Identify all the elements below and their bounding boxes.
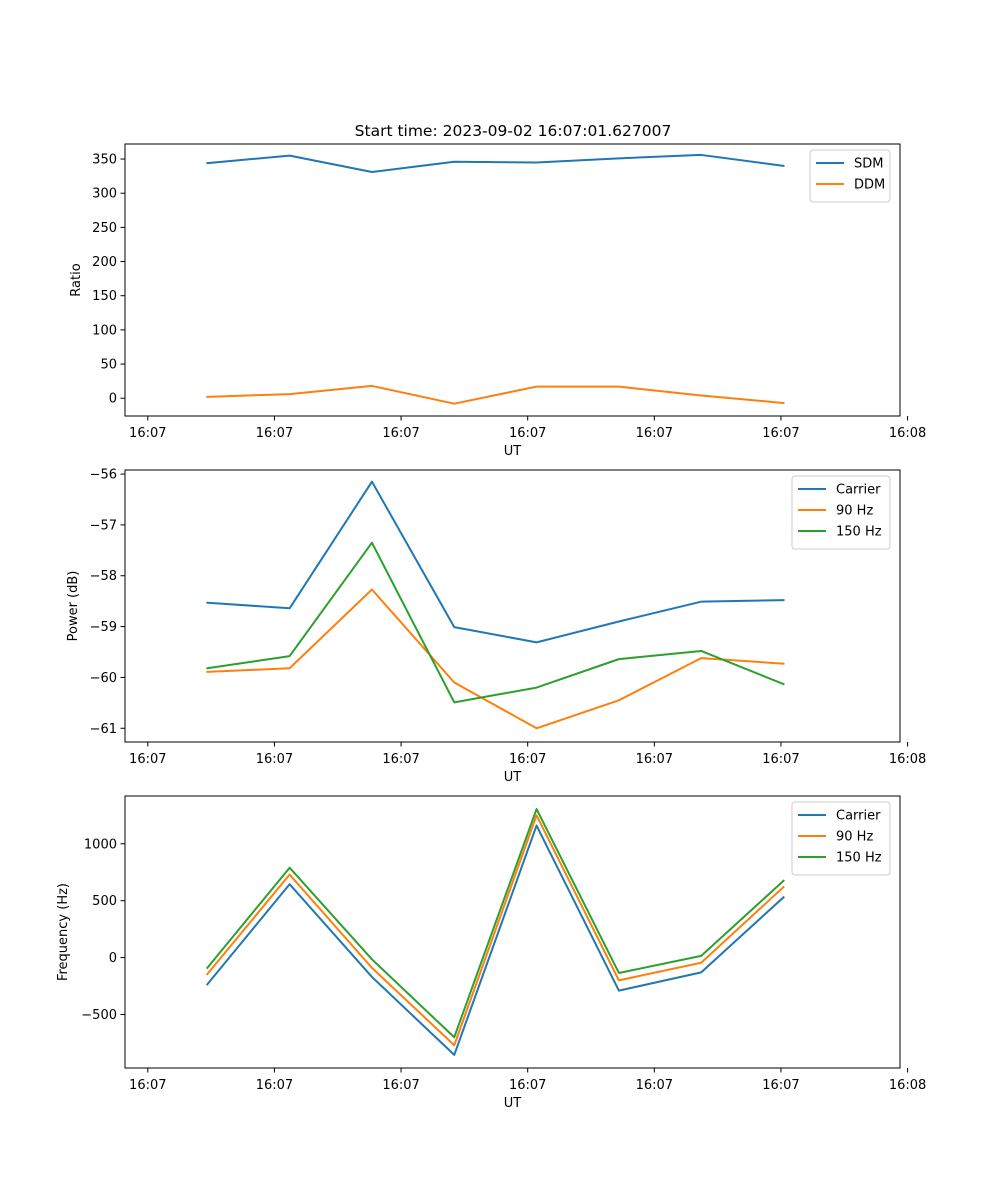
legend-entry: 90 Hz xyxy=(836,830,873,845)
x-tick-label: 16:07 xyxy=(636,426,673,441)
y-tick-label: 100 xyxy=(92,323,117,338)
legend-entry: 150 Hz xyxy=(836,851,882,866)
legend-entry: 150 Hz xyxy=(836,525,882,540)
legend-entry: DDM xyxy=(854,178,885,193)
series-line-90-hz xyxy=(205,814,785,1047)
x-axis-label: UT xyxy=(504,770,522,785)
x-axis-label: UT xyxy=(504,444,522,459)
y-tick-label: 350 xyxy=(92,153,117,168)
y-tick-label: 50 xyxy=(100,358,117,373)
x-tick-label: 16:07 xyxy=(129,426,166,441)
legend-entry: Carrier xyxy=(836,809,881,824)
x-tick-label: 16:07 xyxy=(636,752,673,767)
x-tick-label: 16:07 xyxy=(762,426,799,441)
y-tick-label: −500 xyxy=(81,1008,117,1023)
y-tick-label: 300 xyxy=(92,187,117,202)
y-axis-label: Power (dB) xyxy=(66,571,81,642)
legend: SDM DDM xyxy=(809,149,891,203)
x-tick-label: 16:07 xyxy=(382,752,419,767)
x-tick-label: 16:08 xyxy=(889,426,926,441)
chart-panel-1: 16:07 16:07 16:07 16:07 16:07 16:07 16:08 0 50 10… xyxy=(69,143,926,459)
y-tick-label: 0 xyxy=(109,392,117,407)
legend-entry: Carrier xyxy=(836,483,881,498)
y-tick-label: −56 xyxy=(90,468,117,483)
legend: Carrier 90 Hz 150 Hz xyxy=(791,475,891,550)
series-line-carrier xyxy=(205,824,785,1056)
x-tick-label: 16:07 xyxy=(256,1078,293,1093)
x-tick-label: 16:07 xyxy=(509,426,546,441)
y-tick-label: −58 xyxy=(90,569,117,584)
legend-entry: 90 Hz xyxy=(836,504,873,519)
x-tick-label: 16:08 xyxy=(889,1078,926,1093)
axes-frame xyxy=(124,795,901,1069)
series-line-sdm xyxy=(206,153,785,174)
y-tick-label: −57 xyxy=(90,518,117,533)
y-tick-label: −59 xyxy=(90,620,117,635)
x-tick-label: 16:07 xyxy=(256,752,293,767)
axes-frame xyxy=(124,469,901,743)
x-tick-label: 16:08 xyxy=(889,752,926,767)
series-line-90-hz xyxy=(206,588,785,730)
x-tick-label: 16:07 xyxy=(129,1078,166,1093)
y-tick-label: 500 xyxy=(92,894,117,909)
x-tick-label: 16:07 xyxy=(636,1078,673,1093)
figure-title: Start time: 2023-09-02 16:07:01.627007 xyxy=(355,122,672,140)
series-line-carrier xyxy=(206,480,785,644)
x-tick-label: 16:07 xyxy=(762,1078,799,1093)
series-line-150-hz xyxy=(206,541,785,704)
x-tick-label: 16:07 xyxy=(762,752,799,767)
x-tick-label: 16:07 xyxy=(382,1078,419,1093)
legend: Carrier 90 Hz 150 Hz xyxy=(791,801,891,876)
y-tick-label: 1000 xyxy=(84,837,117,852)
y-tick-label: 0 xyxy=(109,951,117,966)
y-axis-label: Frequency (Hz) xyxy=(56,883,71,981)
series-line-150-hz xyxy=(205,808,785,1039)
x-tick-label: 16:07 xyxy=(509,1078,546,1093)
x-tick-label: 16:07 xyxy=(129,752,166,767)
series-line-ddm xyxy=(206,384,785,405)
y-tick-label: 250 xyxy=(92,221,117,236)
chart-panel-3: 16:07 16:07 16:07 16:07 16:07 16:07 16:08 −500 0… xyxy=(56,795,926,1111)
chart-panel-2: 16:07 16:07 16:07 16:07 16:07 16:07 16:08 −61 −6… xyxy=(66,468,926,785)
x-axis-label: UT xyxy=(504,1096,522,1111)
x-tick-label: 16:07 xyxy=(382,426,419,441)
y-tick-label: 200 xyxy=(92,255,117,270)
y-tick-label: −60 xyxy=(90,671,117,686)
x-tick-label: 16:07 xyxy=(256,426,293,441)
y-axis-label: Ratio xyxy=(69,263,84,296)
y-tick-label: 150 xyxy=(92,289,117,304)
x-tick-label: 16:07 xyxy=(509,752,546,767)
axes-frame xyxy=(124,143,901,417)
legend-entry: SDM xyxy=(854,157,883,172)
y-tick-label: −61 xyxy=(90,722,117,737)
